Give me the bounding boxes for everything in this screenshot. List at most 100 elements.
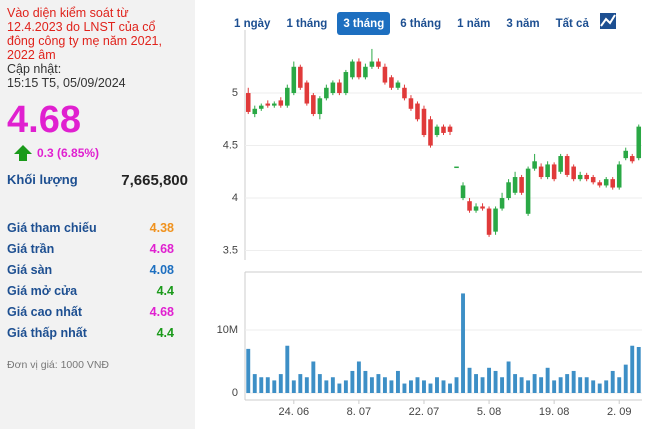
- candle-body: [577, 174, 583, 180]
- volume-bar: [597, 383, 602, 393]
- candle-body: [564, 156, 570, 175]
- stats: Giá tham chiếu 4.38 Giá trần 4.68 Giá sàn 4.0…: [7, 221, 188, 347]
- volume-bar: [487, 367, 492, 393]
- stat-label: Giá mở cửa: [7, 284, 78, 298]
- candle-body: [532, 161, 537, 169]
- change-row: 0.3 (6.85%): [7, 144, 188, 162]
- volume-bar: [311, 361, 316, 393]
- candle-body: [623, 150, 629, 159]
- up-arrow: [14, 145, 32, 161]
- volume-bar: [278, 374, 283, 393]
- candle-body: [629, 156, 635, 162]
- candle-body: [512, 177, 518, 193]
- chart-type-icon[interactable]: [599, 12, 617, 35]
- candle-body: [272, 103, 277, 106]
- candle-body: [330, 82, 336, 94]
- x-tick-label: 2. 09: [607, 406, 631, 418]
- candle-body: [265, 103, 271, 106]
- volume-bar: [604, 380, 609, 393]
- candle-body: [343, 72, 349, 94]
- updated: 15:15 T5, 05/09/2024: [7, 76, 126, 90]
- candle-body: [350, 61, 355, 78]
- stat-label: Giá tham chiếu: [7, 221, 97, 235]
- range-tab[interactable]: Tất cả: [550, 12, 595, 35]
- x-tick-label: 19. 08: [539, 406, 570, 418]
- candle-body: [421, 108, 427, 136]
- candle-body: [636, 126, 642, 159]
- stat-row: Giá trần 4.68: [7, 242, 188, 263]
- range-tab[interactable]: 1 năm: [451, 12, 496, 35]
- volume-bar: [343, 380, 348, 393]
- y-tick-label: 3.5: [223, 244, 238, 256]
- stat-label: Giá sàn: [7, 263, 53, 277]
- candle-body: [584, 174, 589, 180]
- volume-bar: [610, 370, 615, 393]
- updated-label: Cập nhật:: [7, 62, 62, 76]
- stat-row: Giá mở cửa 4.4: [7, 284, 188, 305]
- volume-bar: [252, 374, 257, 393]
- volume-bar: [532, 374, 537, 393]
- volume-bar: [578, 377, 583, 393]
- candle-body: [460, 185, 466, 199]
- volume-bar: [382, 377, 387, 393]
- volume-bar: [298, 374, 303, 393]
- stat-row: Giá thấp nhất 4.4: [7, 326, 188, 347]
- volume-bar: [369, 377, 374, 393]
- volume-bar: [395, 370, 400, 393]
- volume-bar: [265, 377, 270, 393]
- volume-bar: [474, 374, 478, 393]
- volume-bar: [246, 348, 251, 393]
- candle-body: [493, 208, 498, 232]
- y-tick-label: 4.5: [223, 139, 238, 151]
- range-tab[interactable]: 1 ngày: [228, 12, 276, 35]
- y-tick-label: 4: [232, 192, 238, 204]
- volume-bar: [461, 293, 465, 393]
- volume-bar: [630, 345, 635, 393]
- stat-label: Giá trần: [7, 242, 55, 256]
- volume-bar: [526, 380, 531, 393]
- volume-bar: [317, 374, 322, 393]
- volume-bar: [422, 380, 426, 393]
- volume-bar: [539, 377, 544, 393]
- candle-body: [447, 126, 453, 132]
- candle-body: [324, 87, 329, 99]
- volume-label: Khối lượng: [7, 172, 78, 187]
- x-tick-label: 5. 08: [477, 406, 501, 418]
- volume-bar: [467, 367, 472, 393]
- volume-tick-label: 0: [232, 387, 238, 399]
- range-tab[interactable]: 1 tháng: [280, 12, 333, 35]
- stat-label: Giá thấp nhất: [7, 326, 87, 340]
- x-tick-label: 8. 07: [347, 406, 371, 418]
- volume-bar: [409, 380, 413, 393]
- volume-bar: [356, 361, 361, 393]
- y-tick-label: 5: [232, 87, 238, 99]
- volume-bar: [500, 377, 505, 393]
- candle-body: [590, 177, 596, 183]
- candle-body: [408, 98, 414, 109]
- volume-row: Khối lượng 7,665,800: [7, 172, 188, 189]
- volume-bar: [337, 383, 342, 393]
- range-tab[interactable]: 3 năm: [500, 12, 545, 35]
- volume-bar: [513, 374, 518, 393]
- candle-body: [382, 66, 388, 83]
- unit-note: Đơn vị giá: 1000 VNĐ: [7, 359, 110, 371]
- stat-label: Giá cao nhất: [7, 305, 83, 319]
- notice: Vào diện kiểm soát từ 12.4.2023 do LNST …: [7, 6, 162, 62]
- candle-body: [506, 182, 511, 199]
- candle-body: [245, 93, 251, 112]
- volume-bar: [571, 370, 576, 393]
- candle-body: [616, 164, 622, 188]
- range-tab[interactable]: 3 tháng: [337, 12, 391, 35]
- volume-bar: [448, 383, 452, 393]
- candle-body: [428, 119, 433, 146]
- volume-bar: [636, 346, 641, 393]
- stat-row: Giá tham chiếu 4.38: [7, 221, 188, 242]
- volume: 7,665,800: [121, 172, 188, 189]
- volume-bar: [389, 380, 394, 393]
- candle-body: [376, 61, 381, 67]
- price: 4.68: [7, 99, 81, 141]
- volume-bar: [376, 374, 381, 393]
- range-tab[interactable]: 6 tháng: [394, 12, 447, 35]
- volume-bar: [291, 380, 296, 393]
- candle-body: [551, 164, 557, 180]
